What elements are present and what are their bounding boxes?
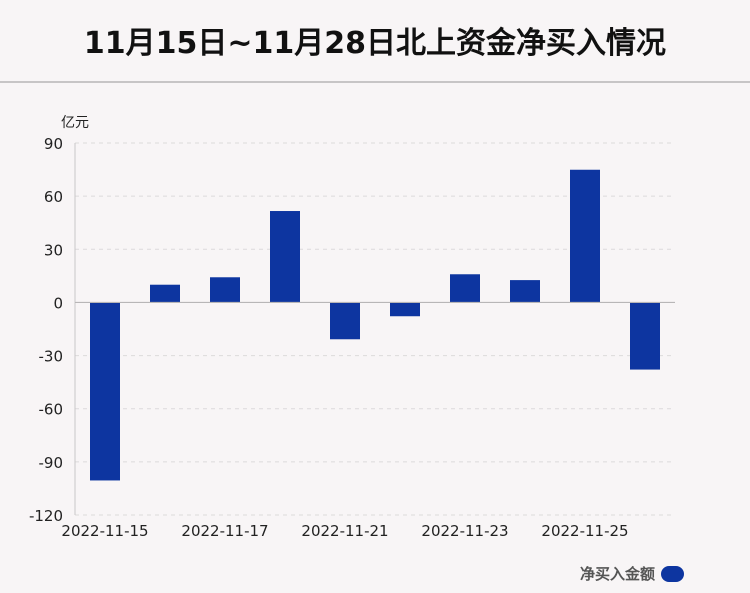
x-tick-label: 2022-11-21 [301,522,388,540]
y-tick-label: 90 [44,135,63,153]
bar-2022-11-18 [270,211,300,303]
x-tick-label: 2022-11-17 [181,522,268,540]
y-tick-label: -30 [39,348,64,366]
bar-2022-11-28 [630,302,660,370]
y-tick-label: -60 [39,401,64,419]
legend-swatch [661,565,684,582]
bar-2022-11-23 [450,274,480,303]
bar-2022-11-15 [90,302,120,481]
legend: 净买入金额 [580,563,684,584]
bar-2022-11-25 [570,169,600,303]
bar-2022-11-22 [390,302,420,317]
x-tick-label: 2022-11-23 [421,522,508,540]
legend-label: 净买入金额 [579,565,655,583]
x-tick-labels: 2022-11-15 2022-11-17 2022-11-21 2022-11-23… [61,522,628,540]
y-tick-labels: 90 60 30 0 -30 -60 -90 -120 [29,135,63,525]
x-tick-label: 2022-11-15 [61,522,148,540]
y-tick-label: -120 [29,507,63,525]
y-tick-label: 0 [53,294,63,312]
bar-2022-11-21 [330,302,360,340]
bar-2022-11-24 [510,280,540,303]
y-tick-label: 60 [44,188,63,206]
bars [90,169,660,481]
title-divider [0,81,750,83]
grid-lines [75,142,675,516]
x-tick-label: 2022-11-25 [541,522,628,540]
bar-2022-11-17 [210,277,240,303]
bar-2022-11-16 [150,284,180,303]
chart-title: 11月15日~11月28日北上资金净买入情况 [83,26,667,61]
y-tick-label: 30 [44,241,63,259]
y-axis-unit-label: 亿元 [61,115,89,131]
axes [74,143,675,515]
y-tick-label: -90 [39,454,64,472]
